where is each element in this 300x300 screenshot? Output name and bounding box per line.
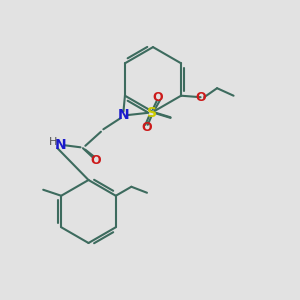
Text: H: H bbox=[49, 136, 57, 147]
Text: N: N bbox=[55, 138, 66, 152]
Text: O: O bbox=[153, 91, 163, 104]
Text: O: O bbox=[141, 121, 152, 134]
Text: S: S bbox=[147, 106, 157, 120]
Text: O: O bbox=[195, 91, 206, 104]
Text: N: N bbox=[118, 108, 129, 122]
Text: O: O bbox=[90, 154, 101, 167]
